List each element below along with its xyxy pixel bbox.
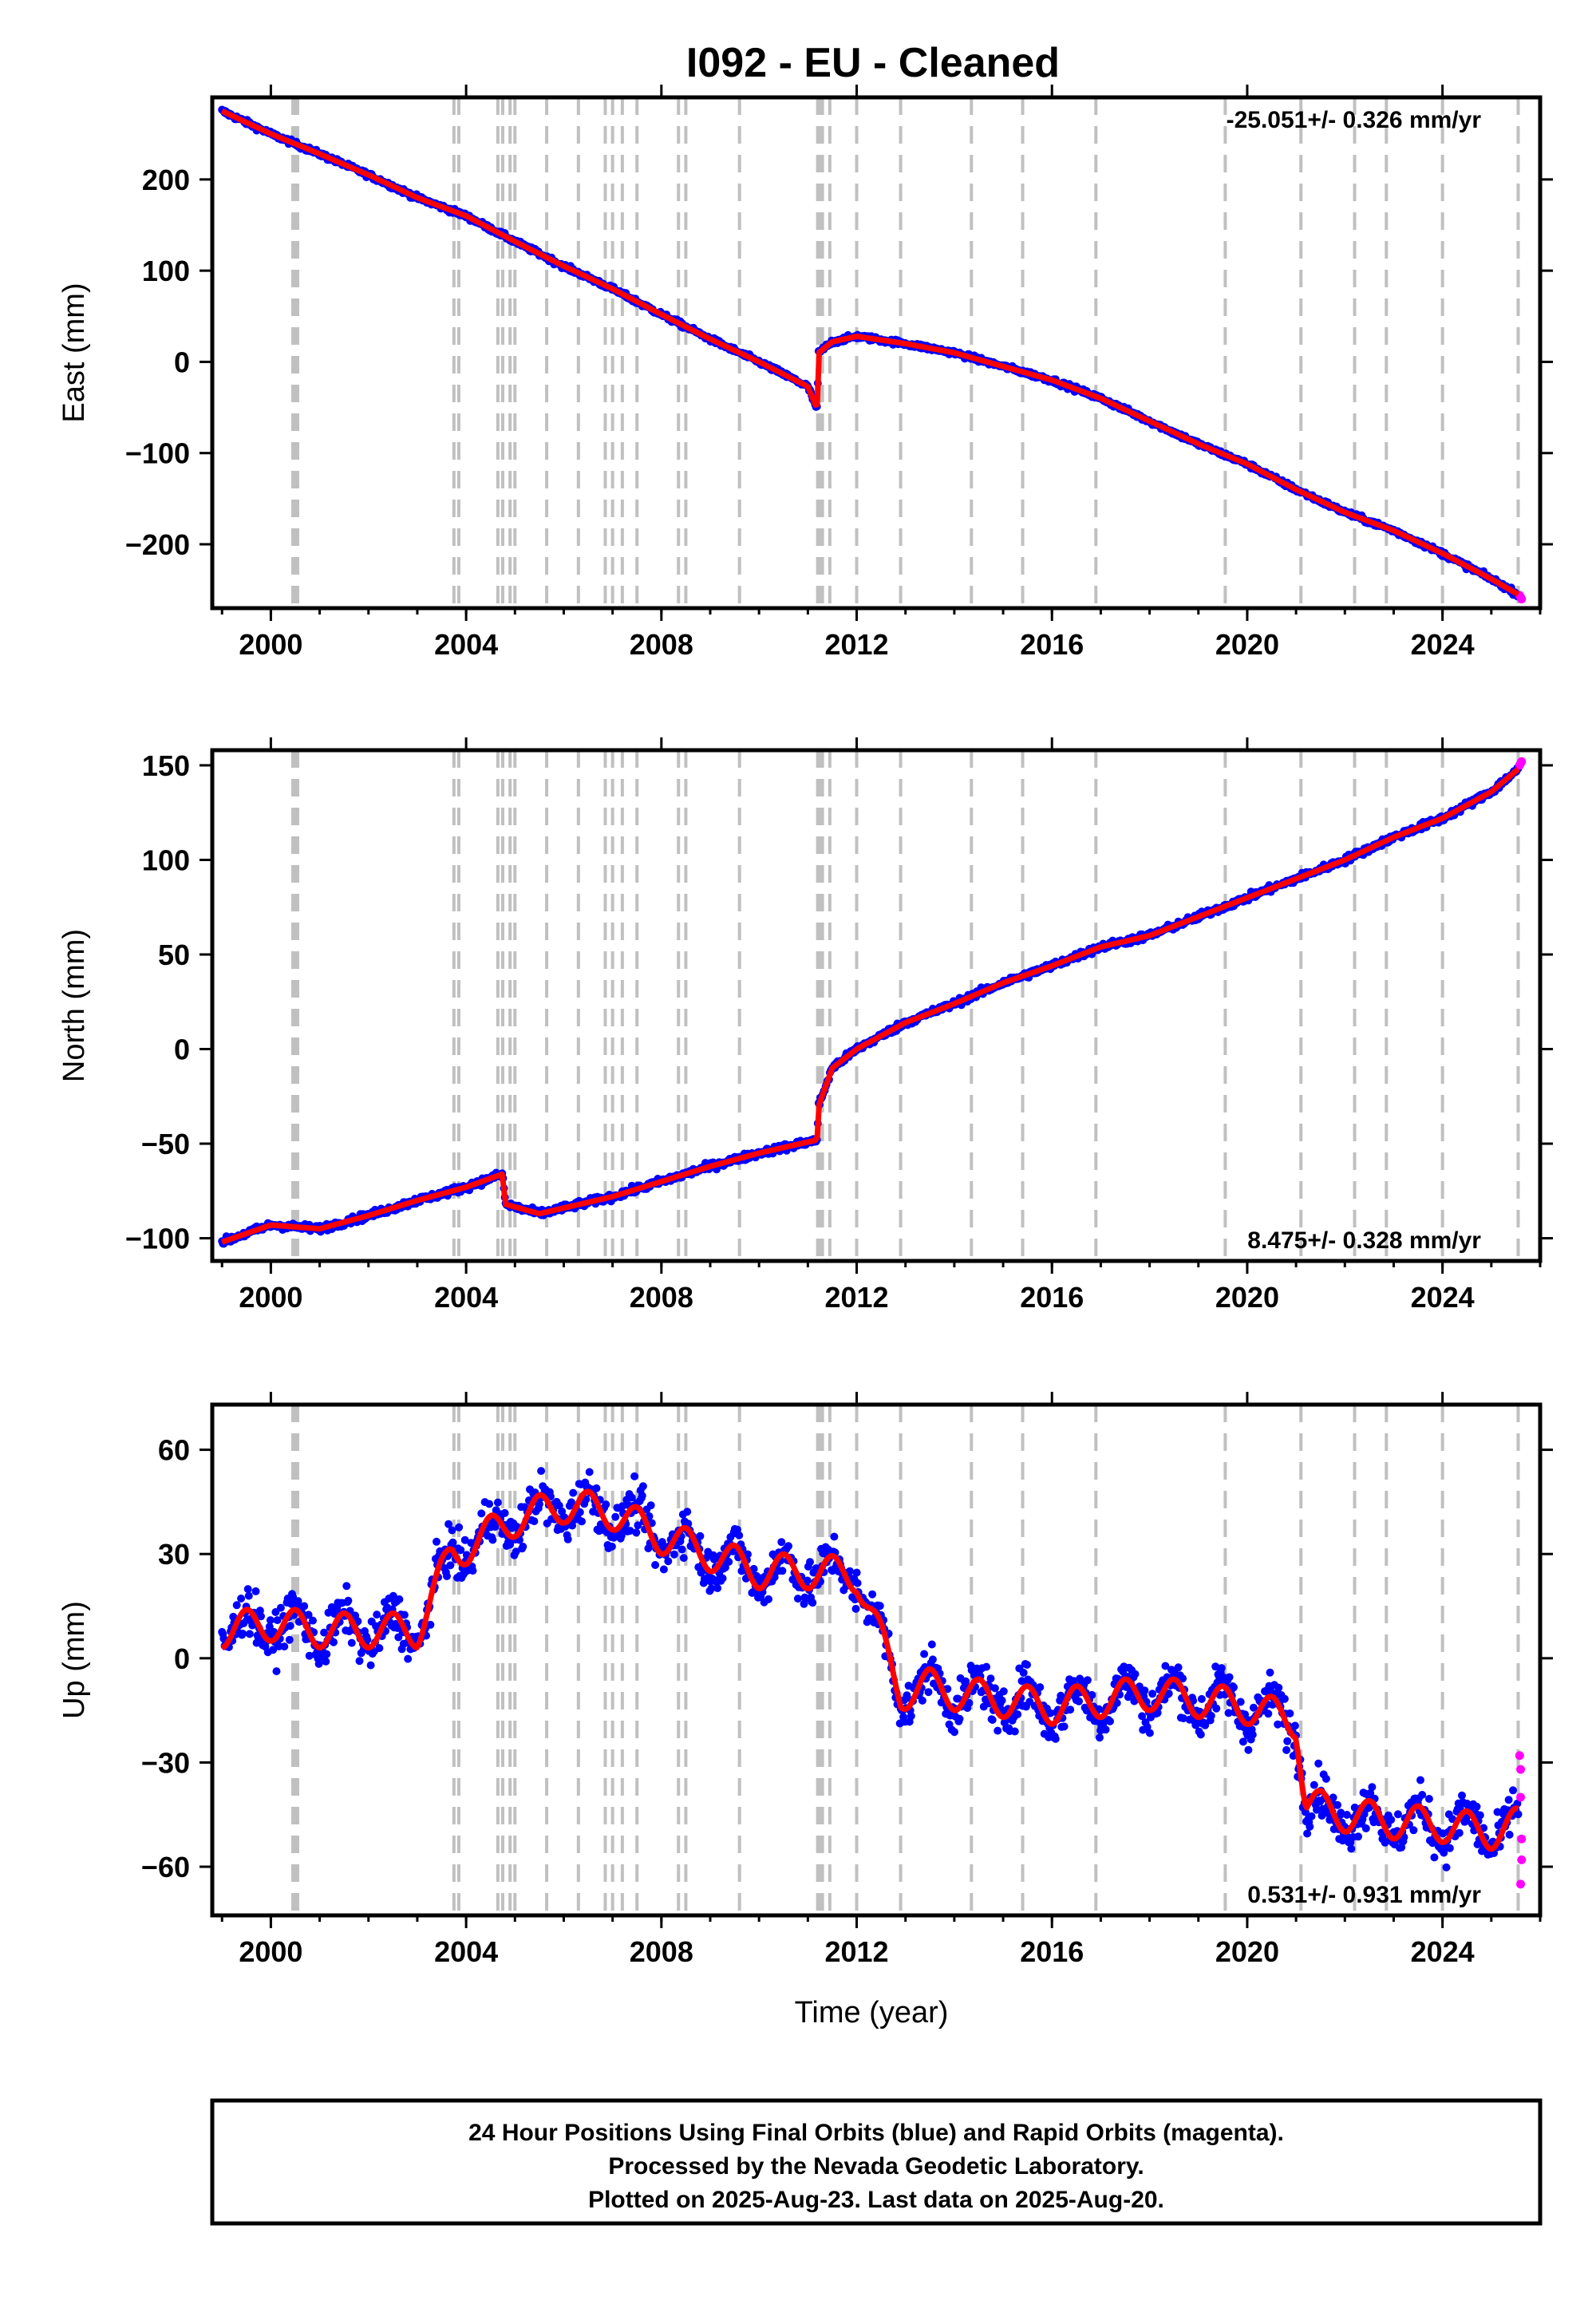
up-y-tick-label: 60 <box>158 1434 190 1467</box>
east-plot-frame <box>210 95 1543 611</box>
east-model-line <box>220 108 1520 597</box>
east-x-tick-label: 2000 <box>239 628 302 661</box>
north-y-tick-label: 150 <box>142 749 190 782</box>
north-x-tick-label: 2012 <box>824 1281 888 1314</box>
north-y-tick-label: −100 <box>125 1223 190 1255</box>
north-model-curve <box>221 767 1520 1245</box>
up-y-tick-label: −60 <box>141 1851 190 1883</box>
up-x-tick-label: 2000 <box>239 1935 302 1968</box>
up-rapid-orbit-point <box>1515 1751 1524 1761</box>
east-event-lines <box>291 97 1520 608</box>
east-x-tick-label: 2016 <box>1020 628 1084 661</box>
east-x-tick-label: 2012 <box>824 628 888 661</box>
up-x-tick-label: 2024 <box>1411 1935 1475 1968</box>
north-plot-frame <box>210 748 1543 1263</box>
east-y-tick-label: 200 <box>142 164 190 196</box>
up-data-points <box>218 1467 1527 1889</box>
east-x-tick-label: 2004 <box>434 628 498 661</box>
caption-line-2: Processed by the Nevada Geodetic Laborat… <box>608 2153 1144 2180</box>
caption-frame <box>210 2098 1543 2226</box>
up-rate-label: 0.531+/- 0.931 mm/yr <box>1247 1882 1481 1908</box>
north-x-tick-label: 2024 <box>1411 1281 1475 1314</box>
up-rapid-orbit-point <box>1516 1792 1526 1802</box>
north-rapid-orbit-point <box>1517 757 1527 766</box>
north-axis-ticks: 2000 2004 2008 2012 2016 2020 2024 −100 −50 0 50 10… <box>125 737 1553 1314</box>
up-panel: 2000 2004 2008 2012 2016 2020 2024−60−3003060 … <box>57 1392 1553 2029</box>
east-x-tick-label: 2020 <box>1215 628 1279 661</box>
north-y-tick-label: 0 <box>174 1034 190 1066</box>
up-x-tick-label: 2012 <box>824 1935 888 1968</box>
up-final-orbit-points <box>218 1467 1523 1871</box>
north-y-tick-label: 50 <box>158 939 190 971</box>
up-y-axis-label: Up (mm) <box>57 1601 91 1719</box>
north-y-axis-label: North (mm) <box>57 929 91 1082</box>
north-x-tick-label: 2020 <box>1215 1281 1279 1314</box>
east-model-curve <box>220 108 1520 597</box>
caption-line-1: 24 Hour Positions Using Final Orbits (bl… <box>468 2120 1284 2146</box>
east-x-tick-label: 2008 <box>630 628 693 661</box>
caption-box: 24 Hour Positions Using Final Orbits (bl… <box>210 2098 1543 2226</box>
up-x-tick-label: 2008 <box>630 1935 693 1968</box>
north-final-orbit-points <box>218 764 1523 1248</box>
up-y-tick-label: −30 <box>141 1746 190 1779</box>
north-x-tick-label: 2000 <box>239 1281 302 1314</box>
up-event-lines <box>291 1405 1520 1915</box>
east-y-tick-label: 0 <box>174 346 190 378</box>
up-rapid-orbit-point <box>1516 1879 1526 1889</box>
up-rapid-orbit-point <box>1517 1855 1527 1864</box>
up-x-axis-label: Time (year) <box>795 1996 949 2029</box>
north-x-tick-label: 2016 <box>1020 1281 1084 1314</box>
up-x-tick-label: 2016 <box>1020 1935 1084 1968</box>
east-y-axis-label: East (mm) <box>57 283 91 422</box>
east-axis-ticks: 2000 2004 2008 2012 2016 2020 2024 −200 −100 0 100… <box>125 85 1553 661</box>
east-panel: 2000 2004 2008 2012 2016 2020 2024 −200 −100 0 100… <box>57 85 1553 661</box>
east-final-orbit-points <box>218 105 1523 601</box>
north-data-points <box>218 757 1527 1248</box>
north-x-tick-label: 2008 <box>630 1281 693 1314</box>
up-plot-frame <box>210 1402 1543 1918</box>
east-y-tick-label: 100 <box>142 255 190 287</box>
east-data-points <box>218 105 1527 604</box>
north-y-tick-label: 100 <box>142 844 190 876</box>
up-x-tick-label: 2004 <box>434 1935 498 1968</box>
figure-title: I092 - EU - Cleaned <box>686 40 1060 86</box>
north-x-tick-label: 2004 <box>434 1281 498 1314</box>
up-y-tick-label: 0 <box>174 1642 190 1675</box>
north-panel: 2000 2004 2008 2012 2016 2020 2024 −100 −50 0 50 10… <box>57 737 1553 1314</box>
up-y-tick-label: 30 <box>158 1538 190 1571</box>
up-rapid-orbit-point <box>1517 1834 1527 1844</box>
caption-line-3: Plotted on 2025-Aug-23. Last data on 202… <box>588 2187 1164 2213</box>
east-y-tick-label: −200 <box>125 528 190 561</box>
east-rate-label: -25.051+/- 0.326 mm/yr <box>1227 107 1482 133</box>
up-model-curve <box>220 1488 1519 1852</box>
north-rate-label: 8.475+/- 0.328 mm/yr <box>1247 1227 1481 1254</box>
up-x-tick-label: 2020 <box>1215 1935 1279 1968</box>
up-model-line <box>220 1488 1519 1852</box>
up-axis-ticks: 2000 2004 2008 2012 2016 2020 2024 −60 −30 0 30 60 <box>141 1392 1553 1968</box>
east-rapid-orbit-point <box>1517 595 1527 604</box>
east-x-tick-label: 2024 <box>1411 628 1475 661</box>
north-model-line <box>221 767 1520 1245</box>
east-y-tick-label: −100 <box>125 437 190 470</box>
north-y-tick-label: −50 <box>141 1128 190 1160</box>
up-rapid-orbit-point <box>1516 1765 1526 1774</box>
